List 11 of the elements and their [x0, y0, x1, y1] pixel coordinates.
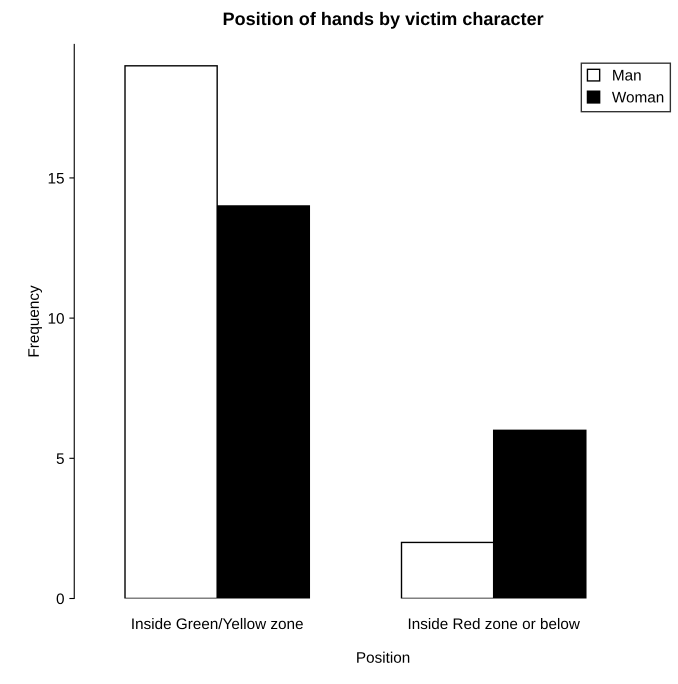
legend-label: Man [613, 70, 641, 81]
x-tick-label: Inside Green/Yellow zone [132, 618, 303, 630]
y-tick-label: 15 [48, 172, 64, 184]
x-axis-title: Position [357, 652, 410, 663]
y-tick-label: 10 [48, 312, 64, 324]
y-tick-label: 5 [56, 453, 64, 464]
legend-label: Woman [612, 92, 664, 103]
x-tick-label: Inside Red zone or below [408, 618, 580, 630]
y-tick-label: 0 [56, 593, 64, 604]
y-axis-title: Frequency [28, 285, 42, 356]
chart-title: Position of hands by victim character [224, 12, 544, 29]
